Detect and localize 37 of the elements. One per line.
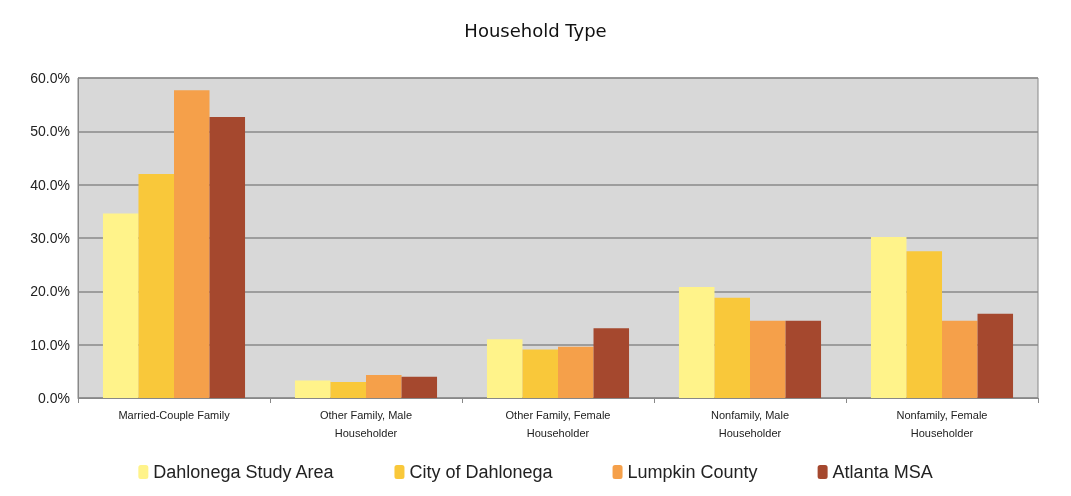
y-tick-label: 0.0% <box>38 390 70 406</box>
bar <box>366 375 402 398</box>
y-tick-label: 60.0% <box>30 70 70 86</box>
bar <box>977 313 1014 398</box>
bar <box>102 213 139 398</box>
x-tick-label: Nonfamily, Female Householder <box>896 409 988 439</box>
bar <box>522 349 558 398</box>
chart-title: Household Type <box>464 19 607 41</box>
bar <box>870 236 907 398</box>
bar <box>593 328 630 398</box>
x-tick-label: Married-Couple Family <box>118 409 231 421</box>
x-tick-label: Other Family, Male Householder <box>319 409 413 439</box>
bar <box>138 174 174 398</box>
legend-label: Lumpkin County <box>627 462 758 482</box>
bar <box>294 380 331 398</box>
y-tick-label: 40.0% <box>30 176 70 193</box>
bar <box>209 116 246 398</box>
bar <box>714 297 750 398</box>
bar <box>174 90 210 398</box>
x-tick-label: Nonfamily, Male Householder <box>710 409 790 439</box>
x-tick-label: Other Family, Female Householder <box>505 409 611 439</box>
bar <box>750 320 786 398</box>
y-tick-label: 20.0% <box>30 283 70 300</box>
legend-label: Atlanta MSA <box>832 462 933 482</box>
legend-label: Dahlonega Study Area <box>153 462 335 482</box>
bar <box>906 251 942 398</box>
bar <box>486 339 523 398</box>
bar <box>330 382 366 398</box>
y-tick-label: 30.0% <box>30 230 70 246</box>
y-tick-label: 50.0% <box>30 123 70 140</box>
bar <box>558 346 594 398</box>
bar <box>785 320 822 398</box>
bar <box>401 376 438 398</box>
y-tick-label: 10.0% <box>30 336 70 353</box>
bar <box>678 287 715 398</box>
legend-label: City of Dahlonega <box>409 462 554 482</box>
bar <box>942 320 978 398</box>
